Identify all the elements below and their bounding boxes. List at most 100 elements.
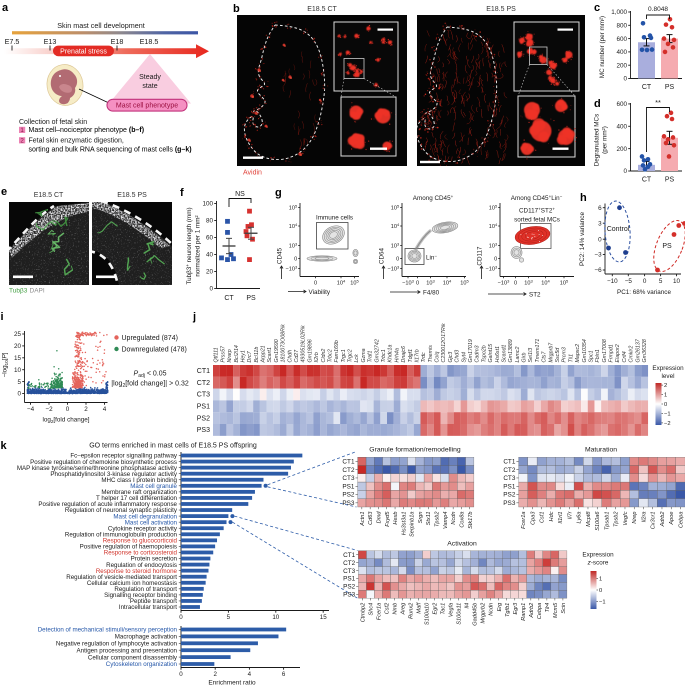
svg-text:Enrichment ratio: Enrichment ratio xyxy=(208,680,256,687)
svg-text:Cebpa: Cebpa xyxy=(679,512,685,528)
svg-text:−2: −2 xyxy=(664,421,671,427)
svg-text:PS3: PS3 xyxy=(197,427,210,434)
svg-text:**: ** xyxy=(655,98,661,107)
svg-text:CT3: CT3 xyxy=(342,475,355,482)
svg-text:Positive regulation of chemoki: Positive regulation of chemokine biosynt… xyxy=(30,459,177,466)
svg-text:Detection of mechanical stimul: Detection of mechanical stimuli/sensory … xyxy=(38,627,178,634)
svg-text:103: 103 xyxy=(289,242,298,250)
svg-text:Regulation of vesicle-mediated: Regulation of vesicle-mediated transport xyxy=(66,574,177,581)
svg-text:−3: −3 xyxy=(594,252,602,259)
svg-text:0: 0 xyxy=(179,671,183,678)
svg-text:Mrgprb7: Mrgprb7 xyxy=(548,342,554,363)
svg-text:CD45: CD45 xyxy=(277,247,284,264)
svg-text:Mast cell phenotype: Mast cell phenotype xyxy=(116,103,178,110)
svg-text:Traf1: Traf1 xyxy=(368,350,374,362)
svg-text:E18.5: E18.5 xyxy=(140,37,159,46)
svg-text:PS: PS xyxy=(665,177,675,184)
svg-text:105: 105 xyxy=(560,279,569,287)
svg-text:−4: −4 xyxy=(27,406,35,413)
svg-text:Lamc2: Lamc2 xyxy=(515,347,521,363)
svg-text:105: 105 xyxy=(460,279,469,287)
svg-text:PS1: PS1 xyxy=(343,576,356,583)
svg-text:Fc–epsilon receptor signalling: Fc–epsilon receptor signalling pathway xyxy=(70,453,178,460)
svg-text:Tgfb1: Tgfb1 xyxy=(505,603,511,617)
svg-text:−10: −10 xyxy=(607,278,618,285)
svg-text:800: 800 xyxy=(616,23,627,30)
svg-text:S100a11: S100a11 xyxy=(457,603,463,625)
svg-text:Apoe: Apoe xyxy=(669,512,675,526)
svg-text:Mcpt8: Mcpt8 xyxy=(586,511,592,527)
svg-text:Gm17008: Gm17008 xyxy=(602,339,608,362)
svg-text:Gadd45b: Gadd45b xyxy=(473,603,479,626)
svg-text:level: level xyxy=(662,373,675,380)
svg-text:i: i xyxy=(1,311,4,323)
svg-text:PS2: PS2 xyxy=(503,492,516,499)
svg-text:k: k xyxy=(1,440,8,452)
svg-text:Regulation of neuronal synapti: Regulation of neuronal synaptic plastici… xyxy=(65,507,178,514)
svg-text:105: 105 xyxy=(289,204,298,212)
svg-text:60: 60 xyxy=(206,235,214,242)
svg-text:1: 1 xyxy=(599,577,602,583)
svg-text:0: 0 xyxy=(598,236,602,243)
svg-text:Runx2: Runx2 xyxy=(409,602,415,619)
svg-text:Padj < 0.05: Padj < 0.05 xyxy=(134,371,167,380)
svg-text:Cpa3: Cpa3 xyxy=(531,511,537,525)
svg-text:Syt4: Syt4 xyxy=(461,352,467,363)
svg-text:Downregulated (478): Downregulated (478) xyxy=(122,347,187,354)
svg-text:Tac1: Tac1 xyxy=(441,603,447,615)
svg-text:Bcl2l14: Bcl2l14 xyxy=(234,345,240,362)
svg-text:Arpp21: Arpp21 xyxy=(261,345,267,363)
svg-text:Trbc2: Trbc2 xyxy=(328,349,334,362)
svg-text:600: 600 xyxy=(616,101,627,108)
svg-text:C230012O17Rik: C230012O17Rik xyxy=(441,323,447,363)
svg-text:Cts7: Cts7 xyxy=(542,351,548,363)
svg-text:sorting and bulk RNA sequencin: sorting and bulk RNA sequencing of mast … xyxy=(29,147,192,154)
svg-text:2: 2 xyxy=(20,137,24,144)
svg-text:PS: PS xyxy=(662,243,672,250)
svg-text:g: g xyxy=(275,187,282,199)
svg-text:Cellular calcium ion homeostas: Cellular calcium ion homeostasis xyxy=(87,580,177,587)
svg-text:Cldn2: Cldn2 xyxy=(321,349,327,363)
svg-text:Gm36328: Gm36328 xyxy=(642,339,648,362)
svg-text:Viability: Viability xyxy=(309,289,331,296)
svg-text:103: 103 xyxy=(524,279,533,287)
svg-text:Mast cell activation: Mast cell activation xyxy=(125,519,178,526)
svg-text:Membrane raft organization: Membrane raft organization xyxy=(101,489,177,496)
svg-text:Gm19590: Gm19590 xyxy=(274,339,280,362)
svg-text:Gm32742: Gm32742 xyxy=(374,339,380,362)
svg-text:Lin−: Lin− xyxy=(426,254,437,262)
svg-text:Tspo2b: Tspo2b xyxy=(481,345,487,362)
svg-text:Intracellular transport: Intracellular transport xyxy=(119,604,177,611)
svg-text:Expression: Expression xyxy=(582,552,614,559)
svg-text:ST2: ST2 xyxy=(529,291,541,298)
svg-text:0: 0 xyxy=(209,286,213,293)
svg-text:6: 6 xyxy=(282,671,286,678)
svg-text:0: 0 xyxy=(514,281,517,287)
svg-text:CT3: CT3 xyxy=(343,568,356,575)
svg-text:z-score: z-score xyxy=(587,560,609,567)
svg-text:Cytoskeleton organization: Cytoskeleton organization xyxy=(106,661,178,668)
svg-text:1: 1 xyxy=(20,127,24,134)
svg-text:Il2ra: Il2ra xyxy=(642,512,648,523)
svg-text:Tlr4: Tlr4 xyxy=(545,603,551,613)
svg-text:Egr3: Egr3 xyxy=(513,602,519,615)
svg-text:Regulation of immunoglobulin p: Regulation of immunoglobulin production xyxy=(65,532,178,539)
svg-text:Trgc2: Trgc2 xyxy=(348,349,354,362)
svg-text:Csf1: Csf1 xyxy=(540,512,546,524)
svg-text:Themis: Themis xyxy=(428,345,434,363)
svg-text:0: 0 xyxy=(66,406,70,413)
svg-text:Tubβ3: Tubβ3 xyxy=(9,288,28,295)
svg-text:Mcm5: Mcm5 xyxy=(553,602,559,618)
svg-text:MAP kinase tyrosine/serine/thr: MAP kinase tyrosine/serine/threonine pho… xyxy=(17,465,178,472)
svg-text:Ly6a: Ly6a xyxy=(577,512,583,524)
svg-text:Scart1: Scart1 xyxy=(267,347,273,362)
svg-text:Glrb: Glrb xyxy=(522,352,528,362)
svg-text:400: 400 xyxy=(616,49,627,56)
svg-text:Ncdn: Ncdn xyxy=(489,603,495,616)
svg-text:Response to glucocorticoid: Response to glucocorticoid xyxy=(103,538,178,545)
svg-text:Dmd: Dmd xyxy=(376,511,382,524)
svg-text:Response to corticosteroid: Response to corticosteroid xyxy=(104,550,178,557)
svg-text:Bcl11b: Bcl11b xyxy=(254,347,260,363)
svg-text:CT1: CT1 xyxy=(342,459,355,466)
svg-text:Granule formation/remodelling: Granule formation/remodelling xyxy=(369,447,461,454)
